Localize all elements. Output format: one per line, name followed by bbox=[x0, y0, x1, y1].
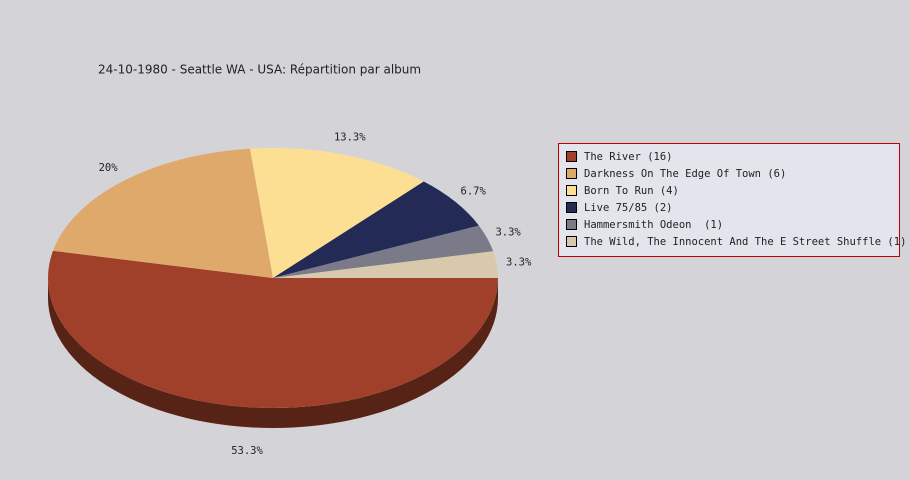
legend-label: Darkness On The Edge Of Town (6) bbox=[584, 168, 786, 180]
slice bbox=[273, 181, 479, 278]
data-label: 6.7% bbox=[461, 185, 487, 197]
data-label: 3.3% bbox=[506, 257, 532, 269]
legend-label: Hammersmith Odeon (1) bbox=[584, 219, 723, 231]
slice bbox=[52, 148, 274, 278]
data-label: 20% bbox=[99, 162, 119, 174]
legend-label: Live 75/85 (2) bbox=[584, 202, 673, 214]
slice bbox=[273, 251, 498, 278]
legend-swatch bbox=[566, 151, 577, 162]
slice bbox=[250, 148, 424, 278]
legend-swatch bbox=[566, 202, 577, 213]
data-label: 53.3% bbox=[231, 445, 263, 457]
legend-swatch bbox=[566, 236, 577, 247]
data-label: 3.3% bbox=[495, 227, 521, 239]
slice bbox=[47, 250, 499, 409]
legend-swatch bbox=[566, 185, 577, 196]
legend-swatch bbox=[566, 168, 577, 179]
data-label: 13.3% bbox=[334, 131, 366, 143]
legend-swatch bbox=[566, 219, 577, 230]
legend-box bbox=[558, 143, 900, 257]
legend-label: Born To Run (4) bbox=[584, 185, 679, 197]
legend-label: The Wild, The Innocent And The E Street … bbox=[584, 236, 906, 248]
legend-label: The River (16) bbox=[584, 151, 673, 163]
slice bbox=[273, 225, 494, 278]
chart-title: 24-10-1980 - Seattle WA - USA: Répartiti… bbox=[98, 63, 421, 77]
